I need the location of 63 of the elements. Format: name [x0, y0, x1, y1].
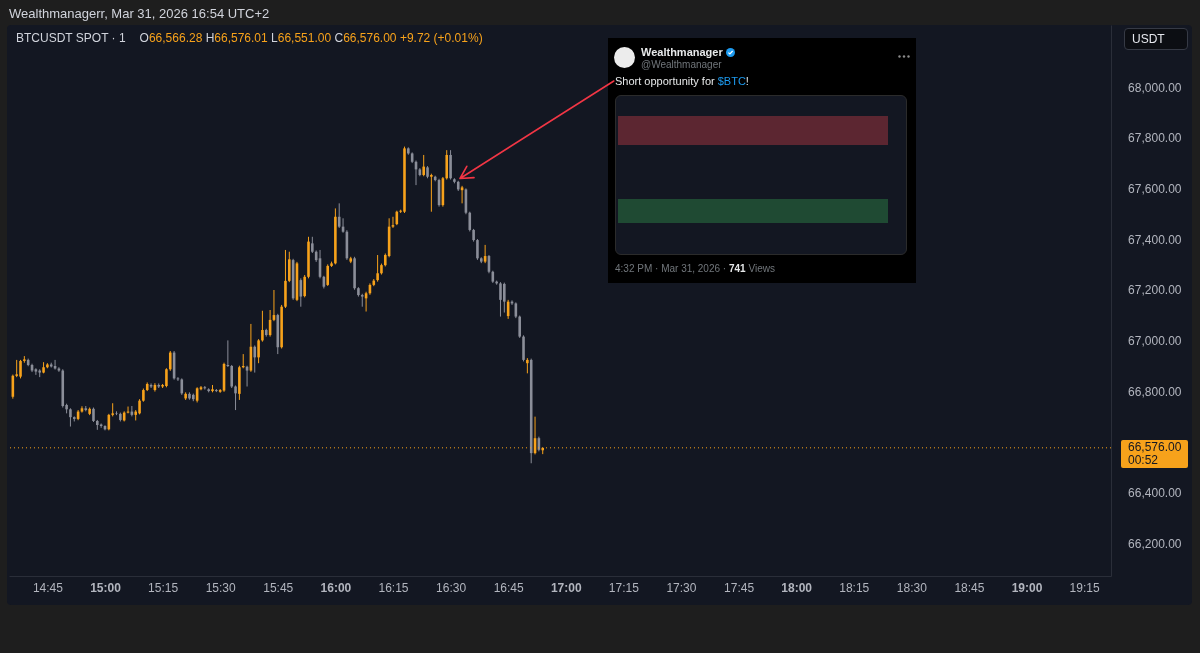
- y-tick-label: 66,200.00: [1128, 536, 1182, 551]
- candlestick: [149, 382, 153, 389]
- x-tick-label: 16:30: [436, 580, 467, 595]
- x-tick-label: 19:00: [1011, 580, 1043, 595]
- x-tick-label: 16:15: [378, 580, 409, 595]
- x-tick-label: 17:45: [724, 580, 755, 595]
- currency-button: USDT: [1124, 28, 1188, 50]
- y-tick-label: 68,000.00: [1128, 80, 1182, 95]
- candlestick: [165, 367, 168, 388]
- annotation: @Wealthmanager: [641, 59, 722, 70]
- candlestick: [337, 202, 341, 229]
- x-tick-label: 15:15: [148, 580, 179, 595]
- x-tick-label: 18:30: [896, 580, 928, 595]
- candlestick: [261, 310, 264, 343]
- candlestick: [391, 216, 395, 229]
- x-tick-label: 15:30: [205, 580, 237, 595]
- candlestick: [522, 334, 525, 362]
- candlestick: [234, 384, 237, 411]
- candlestick: [503, 282, 506, 314]
- candlestick: [34, 367, 38, 376]
- text: O66,566.28 H66,576.01 L66,551.00 C66,576.00 +9.72 (+0.01%): [139, 31, 483, 45]
- x-tick-label: 18:00: [781, 580, 813, 595]
- y-tick-label: 67,800.00: [1128, 131, 1182, 146]
- candlestick: [303, 274, 306, 298]
- candlestick: [253, 344, 257, 374]
- candlestick: [168, 350, 172, 372]
- candlestick: [476, 238, 479, 261]
- x-tick-label: 15:00: [90, 580, 122, 595]
- candlestick: [499, 281, 502, 318]
- y-tick-label: 67,400.00: [1128, 232, 1182, 247]
- annotation: Wealthmanager: [641, 46, 723, 58]
- x-tick-label: 18:45: [954, 580, 985, 595]
- y-tick-label: 67,600.00: [1128, 181, 1182, 196]
- x-tick-label: 17:15: [608, 580, 640, 595]
- candlestick: [430, 173, 433, 213]
- x-tick-label: 14:45: [32, 580, 64, 595]
- annotation: Short opportunity for $BTC!: [615, 75, 749, 87]
- x-tick-label: 18:15: [839, 580, 870, 595]
- y-tick-label: 66,400.00: [1128, 485, 1182, 500]
- candlestick: [288, 251, 291, 283]
- candlestick: [19, 359, 22, 379]
- annotation: 4:32 PM · Mar 31, 2026 · 741 Views: [615, 263, 775, 274]
- candlestick: [69, 407, 72, 428]
- x-tick-label: 15:45: [263, 580, 294, 595]
- chart-title: Wealthmanagerr, Mar 31, 2026 16:54 UTC+2: [9, 6, 270, 21]
- x-tick-label: 16:00: [320, 580, 352, 595]
- candlestick: [449, 149, 452, 181]
- text: BTCUSDT SPOT · 1: [16, 31, 126, 45]
- x-tick-label: 16:45: [493, 580, 524, 595]
- x-tick-label: 17:30: [666, 580, 697, 595]
- ref-line-label: 66,576.00: [1128, 439, 1183, 454]
- candlestick: [326, 263, 329, 287]
- x-tick-label: 17:00: [550, 580, 582, 595]
- x-tick-label: 19:15: [1069, 580, 1100, 595]
- y-tick-label: 66,800.00: [1128, 384, 1182, 399]
- candlestick: [518, 315, 521, 339]
- price-tag: 66,576.00 00:52: [1121, 439, 1188, 468]
- y-tick-label: 67,000.00: [1128, 333, 1182, 348]
- candlestick: [257, 338, 260, 364]
- candlestick: [376, 254, 379, 283]
- y-tick-label: 67,200.00: [1128, 283, 1182, 298]
- candlestick: [422, 154, 425, 177]
- candlestick: [241, 353, 245, 369]
